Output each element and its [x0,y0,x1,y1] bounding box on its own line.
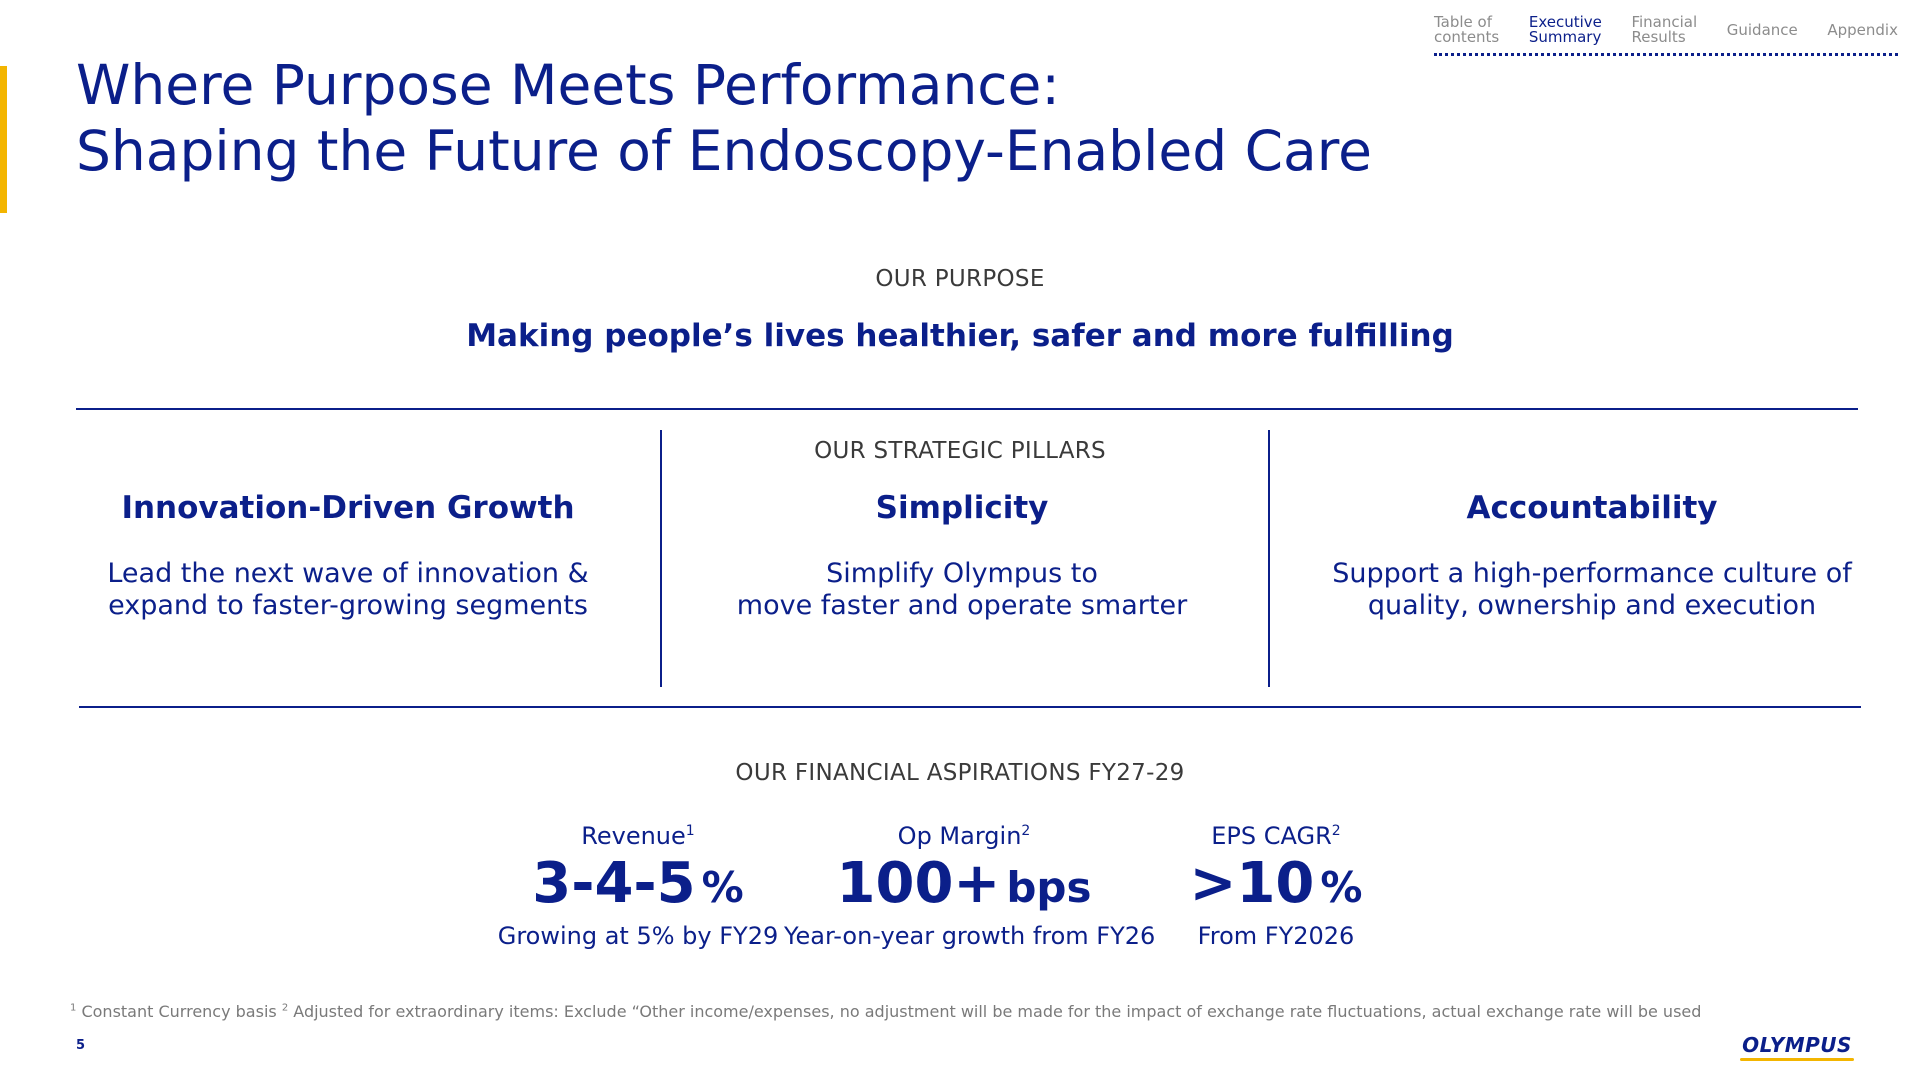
pillar-innovation: Innovation-Driven Growth Lead the next w… [80,488,616,622]
metric-revenue: Revenue1 3-4-5% Growing at 5% by FY29 [488,816,788,951]
pillar-accountability: Accountability Support a high-performanc… [1300,488,1884,622]
metric-value: >10% [1189,851,1363,916]
page-number: 5 [76,1038,86,1053]
aspirations-label: OUR FINANCIAL ASPIRATIONS FY27-29 [735,760,1185,786]
pillar-title: Innovation-Driven Growth [121,490,575,526]
metric-note: Growing at 5% by FY29 [497,922,779,950]
metric-value: 3-4-5% [532,851,744,916]
metric-op-margin: Op Margin2 100+ bps Year-on-year growth f… [784,816,1156,951]
pillar-description: Lead the next wave of innovation & expan… [107,558,589,621]
metric-note: From FY2026 [1197,922,1355,950]
pillars-label: OUR STRATEGIC PILLARS [814,438,1106,464]
purpose-statement: Making people’s lives healthier, safer a… [466,318,1454,354]
purpose-label: OUR PURPOSE [875,266,1045,292]
nav-appendix[interactable]: Appendix [1827,20,1898,39]
olympus-logo: OLYMPUS [1740,1033,1854,1061]
nav-executive-summary[interactable]: Executive Summary [1528,13,1602,46]
page-title: Where Purpose Meets Performance: Shaping… [76,52,1372,184]
top-navigation: Table of contents Executive Summary Fina… [1434,12,1898,56]
pillar-description: Simplify Olympus to move faster and oper… [736,558,1188,621]
metric-label: EPS CAGR2 [1211,822,1341,850]
metric-label: Revenue1 [581,822,695,850]
metric-note: Year-on-year growth from FY26 [784,922,1156,950]
pillar-title: Accountability [1466,490,1718,526]
pillar-title: Simplicity [875,490,1049,526]
page-title-line-1: Where Purpose Meets Performance: [76,53,1060,117]
pillar-divider-2 [1268,430,1270,687]
metric-value: 100+ bps [836,851,1092,916]
footnote: 1 Constant Currency basis 2 Adjusted for… [70,1002,1702,1021]
pillar-simplicity: Simplicity Simplify Olympus to move fast… [690,488,1234,622]
nav-table-of-contents[interactable]: Table of contents [1434,13,1500,46]
nav-dotted-underline [1434,53,1898,56]
nav-financial-results[interactable]: Financial Results [1631,13,1698,46]
page-title-line-2: Shaping the Future of Endoscopy-Enabled … [76,119,1372,183]
accent-bar [0,66,7,213]
divider-top [76,408,1858,410]
nav-guidance[interactable]: Guidance [1726,20,1798,39]
pillar-divider-1 [660,430,662,687]
divider-bottom [79,706,1861,708]
metric-eps-cagr: EPS CAGR2 >10% From FY2026 [1156,816,1396,951]
metric-label: Op Margin2 [897,822,1031,850]
pillar-description: Support a high-performance culture of qu… [1332,558,1852,621]
